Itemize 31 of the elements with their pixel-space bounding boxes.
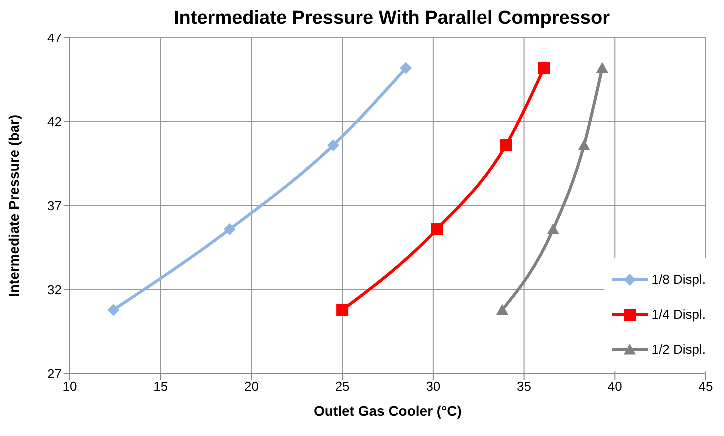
point [578,140,590,150]
point [224,224,236,236]
x-tick-label: 20 [244,379,259,394]
point [400,62,412,74]
x-tick-label: 10 [62,379,78,394]
x-axis-title: Outlet Gas Cooler (°C) [314,403,462,419]
legend-label: 1/2 Displ. [652,342,706,357]
y-tick-label: 27 [48,366,62,382]
y-tick-label: 42 [48,114,62,130]
point [336,304,349,316]
point [496,304,508,315]
chart-title: Intermediate Pressure With Parallel Compressor [174,8,610,29]
point [431,224,444,236]
y-tick-label: 37 [48,198,62,214]
point [500,140,512,152]
x-tick-label: 40 [608,379,622,394]
legend-label: 1/4 Displ. [652,307,706,322]
point [596,62,608,74]
legend-label: 1/8 Displ. [652,272,706,287]
x-tick-label: 25 [335,379,350,394]
x-tick-label: 15 [154,379,168,394]
y-tick-label: 32 [48,282,62,298]
point [538,62,550,74]
x-tick-label: 45 [698,379,714,394]
y-tick-label: 47 [48,30,62,46]
point [547,224,560,234]
x-tick-label: 35 [517,379,532,394]
point [327,140,340,152]
y-axis-title: Intermediate Pressure (bar) [6,114,22,298]
point [108,304,120,316]
x-tick-label: 30 [426,379,441,394]
